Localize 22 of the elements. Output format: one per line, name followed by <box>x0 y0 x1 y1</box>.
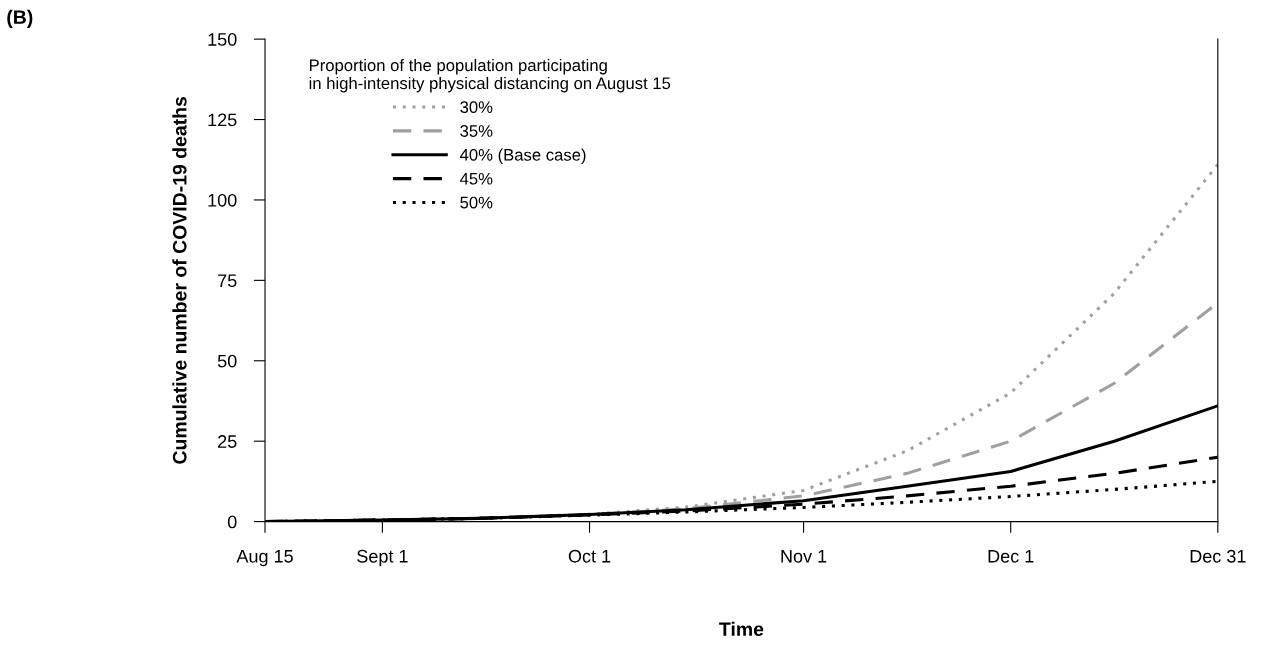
text: (B) <box>7 9 33 28</box>
y-tick-label: 25 <box>218 435 237 448</box>
x-tick-label: Oct 1 <box>568 549 611 563</box>
x-tick-label: Nov 1 <box>781 550 827 563</box>
y-tick-label: 0 <box>227 515 237 529</box>
x-axis-title: Time <box>719 621 764 637</box>
x-tick-label: Dec 1 <box>988 550 1034 563</box>
legend-label: 35% <box>460 125 493 137</box>
legend-title: Proportion of the population participating in high-intensity physical distancing on August 15 <box>309 58 671 93</box>
legend-label: 45% <box>459 172 493 185</box>
y-tick-label: 125 <box>208 113 237 127</box>
x-tick-label: Aug 15 <box>236 550 293 567</box>
x-tick-label: Dec 31 <box>1190 549 1246 563</box>
y-tick-label: 50 <box>217 354 237 368</box>
x-tick-label: Sept 1 <box>357 549 408 567</box>
legend-label: 30% <box>460 101 493 114</box>
y-tick-label: 75 <box>218 274 237 288</box>
legend-label: 40% (Base case) <box>459 148 586 165</box>
legend-label: 50% <box>460 196 493 209</box>
y-tick-label: 100 <box>208 193 237 207</box>
y-tick-label: 150 <box>208 33 237 46</box>
y-axis-title: Cumulative number of COVID-19 deaths <box>172 96 187 464</box>
